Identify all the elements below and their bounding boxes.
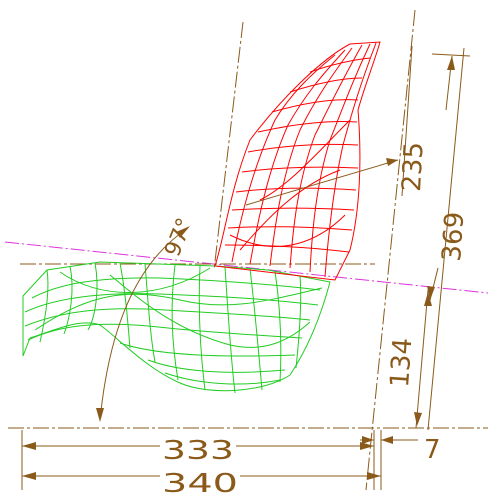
horizontal-dimensions xyxy=(21,430,418,490)
seat-reference-line xyxy=(4,241,488,294)
backrest-axis-line xyxy=(213,21,244,271)
backrest-length-label: 235 xyxy=(397,141,430,192)
angle-dimension xyxy=(96,226,190,422)
seat-height-dimension xyxy=(414,289,432,429)
rear-vertical-line xyxy=(365,9,416,491)
seat-depth-inner-label: 333 xyxy=(162,436,234,466)
seat-depth-outer-label: 340 xyxy=(162,469,238,499)
angle-arrow-start xyxy=(176,226,190,238)
seat-height-label: 134 xyxy=(385,337,418,389)
angle-label: 97° xyxy=(160,215,198,261)
offset-label: 7 xyxy=(424,435,441,465)
height-label: 369 xyxy=(437,211,470,263)
seat-mesh xyxy=(22,261,331,394)
angle-arrow-end xyxy=(96,408,104,422)
backrest-mesh xyxy=(214,41,381,281)
height-dimension xyxy=(427,47,471,431)
backrest-length-dimension xyxy=(245,45,413,206)
angle-arc xyxy=(99,227,189,421)
reference-lines xyxy=(4,9,488,491)
